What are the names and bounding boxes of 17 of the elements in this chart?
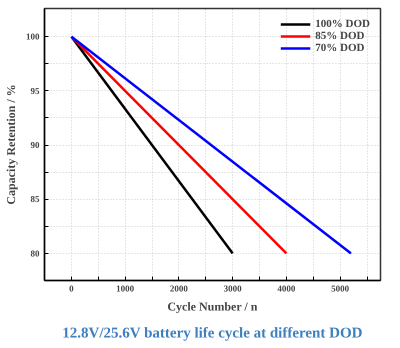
text: 12.8V/25.6V battery life cycle at different DOD bbox=[62, 326, 363, 342]
y-axis-title: Capacity Retention / % bbox=[4, 84, 18, 205]
x-tick-label: 4000 bbox=[277, 284, 296, 294]
x-tick-label: 2000 bbox=[170, 284, 188, 294]
y-tick-label: 100 bbox=[26, 32, 40, 42]
y-tick-label: 80 bbox=[30, 248, 40, 258]
legend-label: 85% DOD bbox=[315, 30, 364, 42]
x-tick-label: 1000 bbox=[116, 284, 135, 294]
x-tick-label: 3000 bbox=[224, 284, 242, 294]
y-tick-label: 95 bbox=[30, 86, 40, 96]
x-tick-label: 0 bbox=[69, 284, 74, 294]
y-tick-label: 85 bbox=[30, 194, 40, 204]
x-axis-title: Cycle Number / n bbox=[167, 300, 258, 314]
legend-label: 100% DOD bbox=[315, 18, 370, 30]
legend-label: 70% DOD bbox=[315, 42, 364, 54]
y-tick-label: 90 bbox=[30, 140, 40, 150]
x-tick-label: 5000 bbox=[331, 284, 350, 294]
